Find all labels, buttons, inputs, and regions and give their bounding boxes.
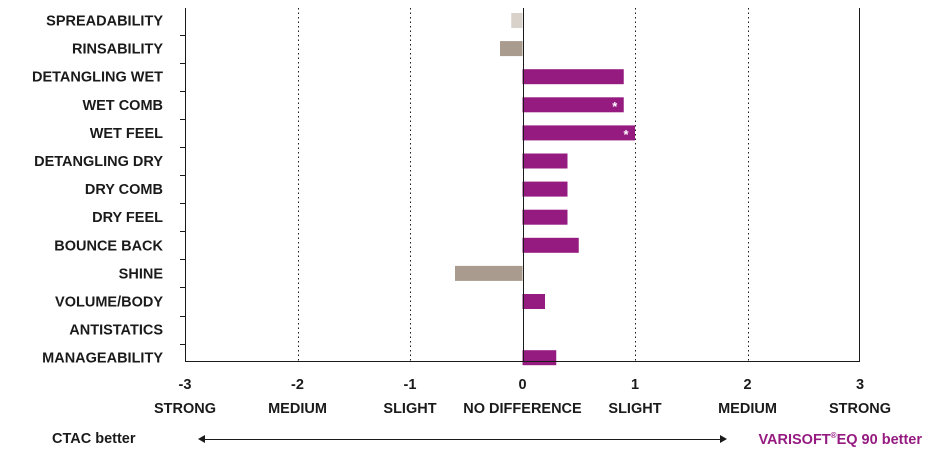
x-level-label: NO DIFFERENCE xyxy=(463,401,582,417)
varisoft-better-label: VARISOFT®EQ 90 better xyxy=(758,431,922,448)
bar xyxy=(523,350,557,365)
bar xyxy=(523,154,568,169)
x-tick-label: 1 xyxy=(631,377,639,393)
bar xyxy=(523,294,546,309)
category-label: WET COMB xyxy=(82,98,163,114)
x-level-label: SLIGHT xyxy=(383,401,436,417)
bar xyxy=(523,69,624,84)
labels: SPREADABILITY RINSABILITY DETANGLING WET WE… xyxy=(32,14,891,418)
category-label: DETANGLING DRY xyxy=(34,154,163,170)
comparison-arrow-line xyxy=(202,439,722,440)
bar xyxy=(523,182,568,197)
bar xyxy=(500,41,523,56)
bar xyxy=(455,266,523,281)
bar xyxy=(523,238,579,253)
category-label: ANTISTATICS xyxy=(69,323,163,339)
bar xyxy=(511,13,522,28)
x-tick-label: 0 xyxy=(518,377,526,393)
x-level-label: STRONG xyxy=(154,401,216,417)
x-tick-label: 3 xyxy=(856,377,864,393)
x-tick-label: -3 xyxy=(179,377,192,393)
x-tick-label: -2 xyxy=(291,377,304,393)
bars: ** xyxy=(455,13,635,365)
category-label: DRY COMB xyxy=(85,182,163,198)
category-label: SHINE xyxy=(119,266,164,282)
category-label: VOLUME/BODY xyxy=(55,295,163,311)
category-label: WET FEEL xyxy=(90,126,163,142)
axes xyxy=(180,8,860,362)
category-label: DRY FEEL xyxy=(92,210,163,226)
arrow-right-icon xyxy=(720,435,727,443)
x-tick-label: 2 xyxy=(743,377,751,393)
bar xyxy=(523,125,636,140)
category-label: DETANGLING WET xyxy=(32,70,163,86)
bar xyxy=(523,210,568,225)
x-level-label: SLIGHT xyxy=(608,401,661,417)
bar xyxy=(523,97,624,112)
category-label: MANAGEABILITY xyxy=(42,351,163,367)
x-level-label: MEDIUM xyxy=(718,401,777,417)
category-label: RINSABILITY xyxy=(72,42,163,58)
category-label: BOUNCE BACK xyxy=(54,238,163,254)
x-tick-label: -1 xyxy=(404,377,417,393)
ctac-better-label: CTAC better xyxy=(52,431,136,447)
varisoft-suffix: EQ 90 better xyxy=(837,432,922,448)
x-level-label: MEDIUM xyxy=(268,401,327,417)
chart: ** SPREADABILITY RINSABILITY DETANGLING WE… xyxy=(0,0,928,430)
category-label: SPREADABILITY xyxy=(46,14,163,30)
x-level-label: STRONG xyxy=(829,401,891,417)
varisoft-brand: VARISOFT xyxy=(758,432,830,448)
